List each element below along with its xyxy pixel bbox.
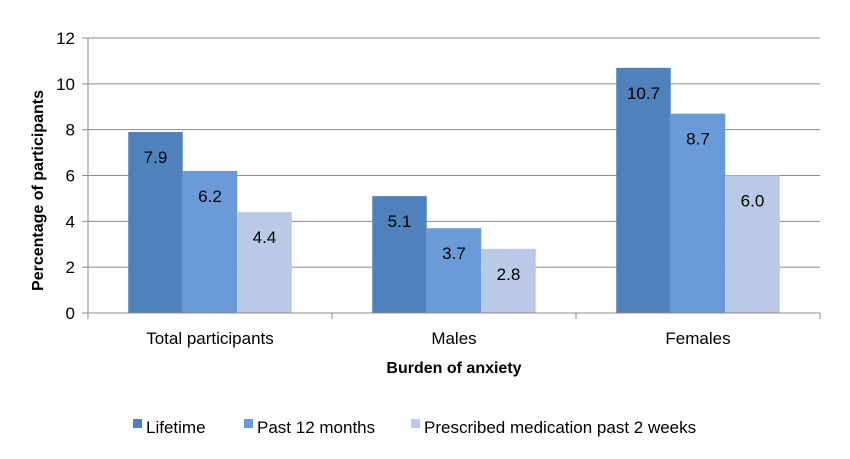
data-label: 7.9 [144, 148, 168, 167]
y-axis-title: Percentage of participants [30, 90, 47, 291]
x-category-label: Males [431, 329, 476, 348]
legend-swatch [411, 419, 420, 428]
legend: Lifetime Past 12 months Prescribed medicat… [133, 418, 696, 437]
y-tick-label: 10 [56, 75, 75, 94]
bar [481, 248, 536, 313]
bar [725, 175, 780, 313]
data-label: 3.7 [442, 244, 466, 263]
data-label: 6.2 [198, 187, 222, 206]
bars [128, 67, 780, 314]
data-labels: 7.9 6.2 4.4 5.1 3.7 2.8 10.7 8.7 6.0 [144, 84, 765, 284]
legend-swatch [133, 419, 142, 428]
legend-label: Prescribed medication past 2 weeks [424, 418, 696, 437]
x-axis [87, 312, 821, 319]
bar [182, 170, 238, 313]
y-axis-ticks: 0 2 4 6 8 10 12 [56, 29, 89, 323]
data-label: 6.0 [741, 192, 765, 211]
bar [372, 196, 427, 313]
bar [237, 212, 292, 313]
data-label: 10.7 [627, 84, 660, 103]
data-label: 4.4 [253, 228, 277, 247]
x-axis-title: Burden of anxiety [386, 360, 521, 377]
data-label: 8.7 [686, 130, 710, 149]
x-axis-categories: Total participants Males Females [146, 329, 730, 348]
bar [670, 113, 726, 313]
legend-label: Past 12 months [257, 418, 375, 437]
data-label: 5.1 [388, 212, 412, 231]
y-tick-label: 8 [66, 121, 75, 140]
x-category-label: Females [665, 329, 730, 348]
y-tick-label: 4 [66, 212, 75, 231]
bar [616, 67, 671, 314]
y-tick-label: 12 [56, 29, 75, 48]
data-label: 2.8 [497, 265, 521, 284]
legend-label: Lifetime [146, 418, 206, 437]
y-tick-label: 6 [66, 167, 75, 186]
bar [426, 228, 482, 313]
bar [128, 131, 183, 313]
y-tick-label: 2 [66, 258, 75, 277]
legend-swatch [244, 419, 253, 428]
x-category-label: Total participants [146, 329, 274, 348]
y-tick-label: 0 [66, 304, 75, 323]
